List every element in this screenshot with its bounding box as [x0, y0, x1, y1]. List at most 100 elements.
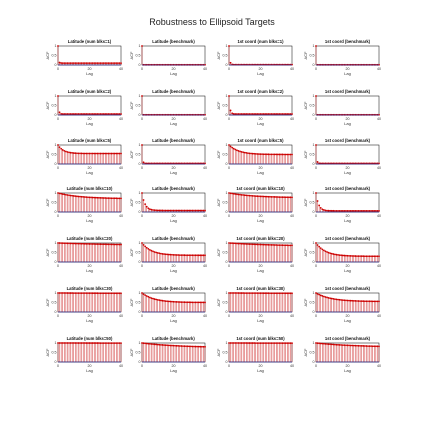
acf-panel: Latitude (num blks=2) 0 20 40 0 0.5 1 Lag ACF [45, 89, 123, 126]
plot-frame [315, 144, 380, 165]
acf-point [93, 243, 96, 245]
acf-point [83, 152, 86, 155]
acf-point [286, 342, 289, 345]
acf-point [351, 344, 354, 347]
y-tick-label: 1 [139, 341, 141, 345]
acf-point [166, 344, 169, 347]
acf-point [371, 300, 374, 303]
panel-title: 1st coord (benchmark) [325, 89, 371, 94]
acf-point [79, 242, 81, 245]
acf-point [250, 194, 252, 197]
acf-point [163, 344, 165, 346]
x-tick-label: 0 [57, 364, 59, 368]
acf-point [76, 292, 78, 295]
acf-point [315, 45, 317, 47]
acf-point [346, 254, 349, 257]
acf-point [232, 242, 235, 245]
y-tick-label: 0.5 [136, 201, 141, 205]
acf-point [118, 152, 121, 155]
x-tick-label: 20 [259, 364, 263, 368]
acf-point [200, 254, 203, 257]
acf-point [245, 342, 248, 344]
acf-point [335, 343, 338, 346]
acf-point [72, 342, 75, 344]
acf-panel: 1st coord (num blks=20) 0 20 40 0 0.5 1 Lag ACF [216, 236, 294, 273]
acf-point [64, 292, 67, 294]
x-tick-label: 0 [57, 264, 59, 268]
y-tick-label: 0.5 [52, 153, 57, 157]
acf-point [177, 301, 180, 303]
acf-point [83, 196, 86, 198]
acf-point [321, 208, 324, 211]
acf-point [365, 300, 368, 303]
acf-point [334, 209, 336, 212]
acf-point [94, 243, 97, 245]
plot-frame [141, 144, 206, 165]
acf-point [231, 192, 234, 195]
acf-point [363, 345, 366, 347]
acf-point [63, 342, 66, 344]
x-tick-label: 20 [346, 117, 350, 121]
acf-point [318, 204, 321, 207]
acf-point [63, 193, 66, 196]
y-axis-label: ACF [216, 298, 221, 307]
acf-point [265, 292, 268, 295]
acf-point [120, 243, 122, 246]
acf-point [354, 300, 357, 302]
acf-point [101, 243, 103, 246]
acf-point [291, 113, 293, 115]
acf-point [88, 292, 91, 295]
acf-point [174, 209, 176, 212]
acf-point [120, 152, 122, 155]
y-tick-label: 0 [313, 260, 315, 264]
acf-point [237, 193, 240, 196]
acf-point [69, 62, 72, 64]
acf-point [237, 150, 240, 152]
x-tick-label: 20 [259, 314, 263, 318]
y-tick-label: 0 [226, 310, 228, 314]
x-axis-label: Lag [86, 268, 93, 273]
acf-point [286, 196, 289, 199]
acf-point [280, 113, 282, 115]
acf-point [373, 300, 376, 303]
acf-point [345, 254, 347, 257]
acf-panel: Latitude (num blks=1) 0 20 40 0 0.5 1 Lag ACF [45, 39, 123, 76]
acf-point [234, 193, 237, 195]
x-tick-label: 20 [346, 264, 350, 268]
acf-point [98, 152, 100, 155]
acf-point [94, 152, 97, 155]
acf-point [239, 150, 241, 153]
acf-panel: 1st coord (num blks=10) 0 20 40 0 0.5 1 Lag ACF [216, 186, 294, 223]
acf-point [289, 292, 292, 295]
acf-point [374, 255, 377, 258]
acf-point [107, 113, 110, 115]
acf-point [112, 342, 115, 345]
acf-point [289, 196, 292, 199]
y-tick-label: 1 [226, 291, 228, 295]
y-axis-label: ACF [303, 198, 308, 207]
acf-point [118, 197, 121, 200]
x-tick-label: 0 [141, 214, 143, 218]
acf-point [68, 292, 70, 294]
y-axis-label: ACF [216, 150, 221, 159]
acf-point [110, 197, 113, 200]
acf-point [284, 292, 287, 295]
acf-point [142, 243, 145, 246]
x-tick-label: 20 [88, 214, 92, 218]
y-tick-label: 1 [226, 44, 228, 48]
acf-point [158, 343, 161, 346]
acf-point [341, 209, 344, 212]
acf-point [265, 195, 268, 198]
y-tick-label: 0.5 [223, 104, 228, 108]
acf-point [112, 197, 115, 200]
acf-point [259, 292, 262, 295]
y-tick-label: 0.5 [310, 201, 315, 205]
acf-point [104, 292, 107, 295]
acf-point [261, 195, 263, 198]
acf-point [368, 345, 371, 348]
acf-point [144, 203, 147, 206]
acf-point [256, 153, 259, 155]
acf-point [188, 254, 191, 257]
acf-point [98, 113, 100, 115]
acf-point [253, 243, 256, 246]
